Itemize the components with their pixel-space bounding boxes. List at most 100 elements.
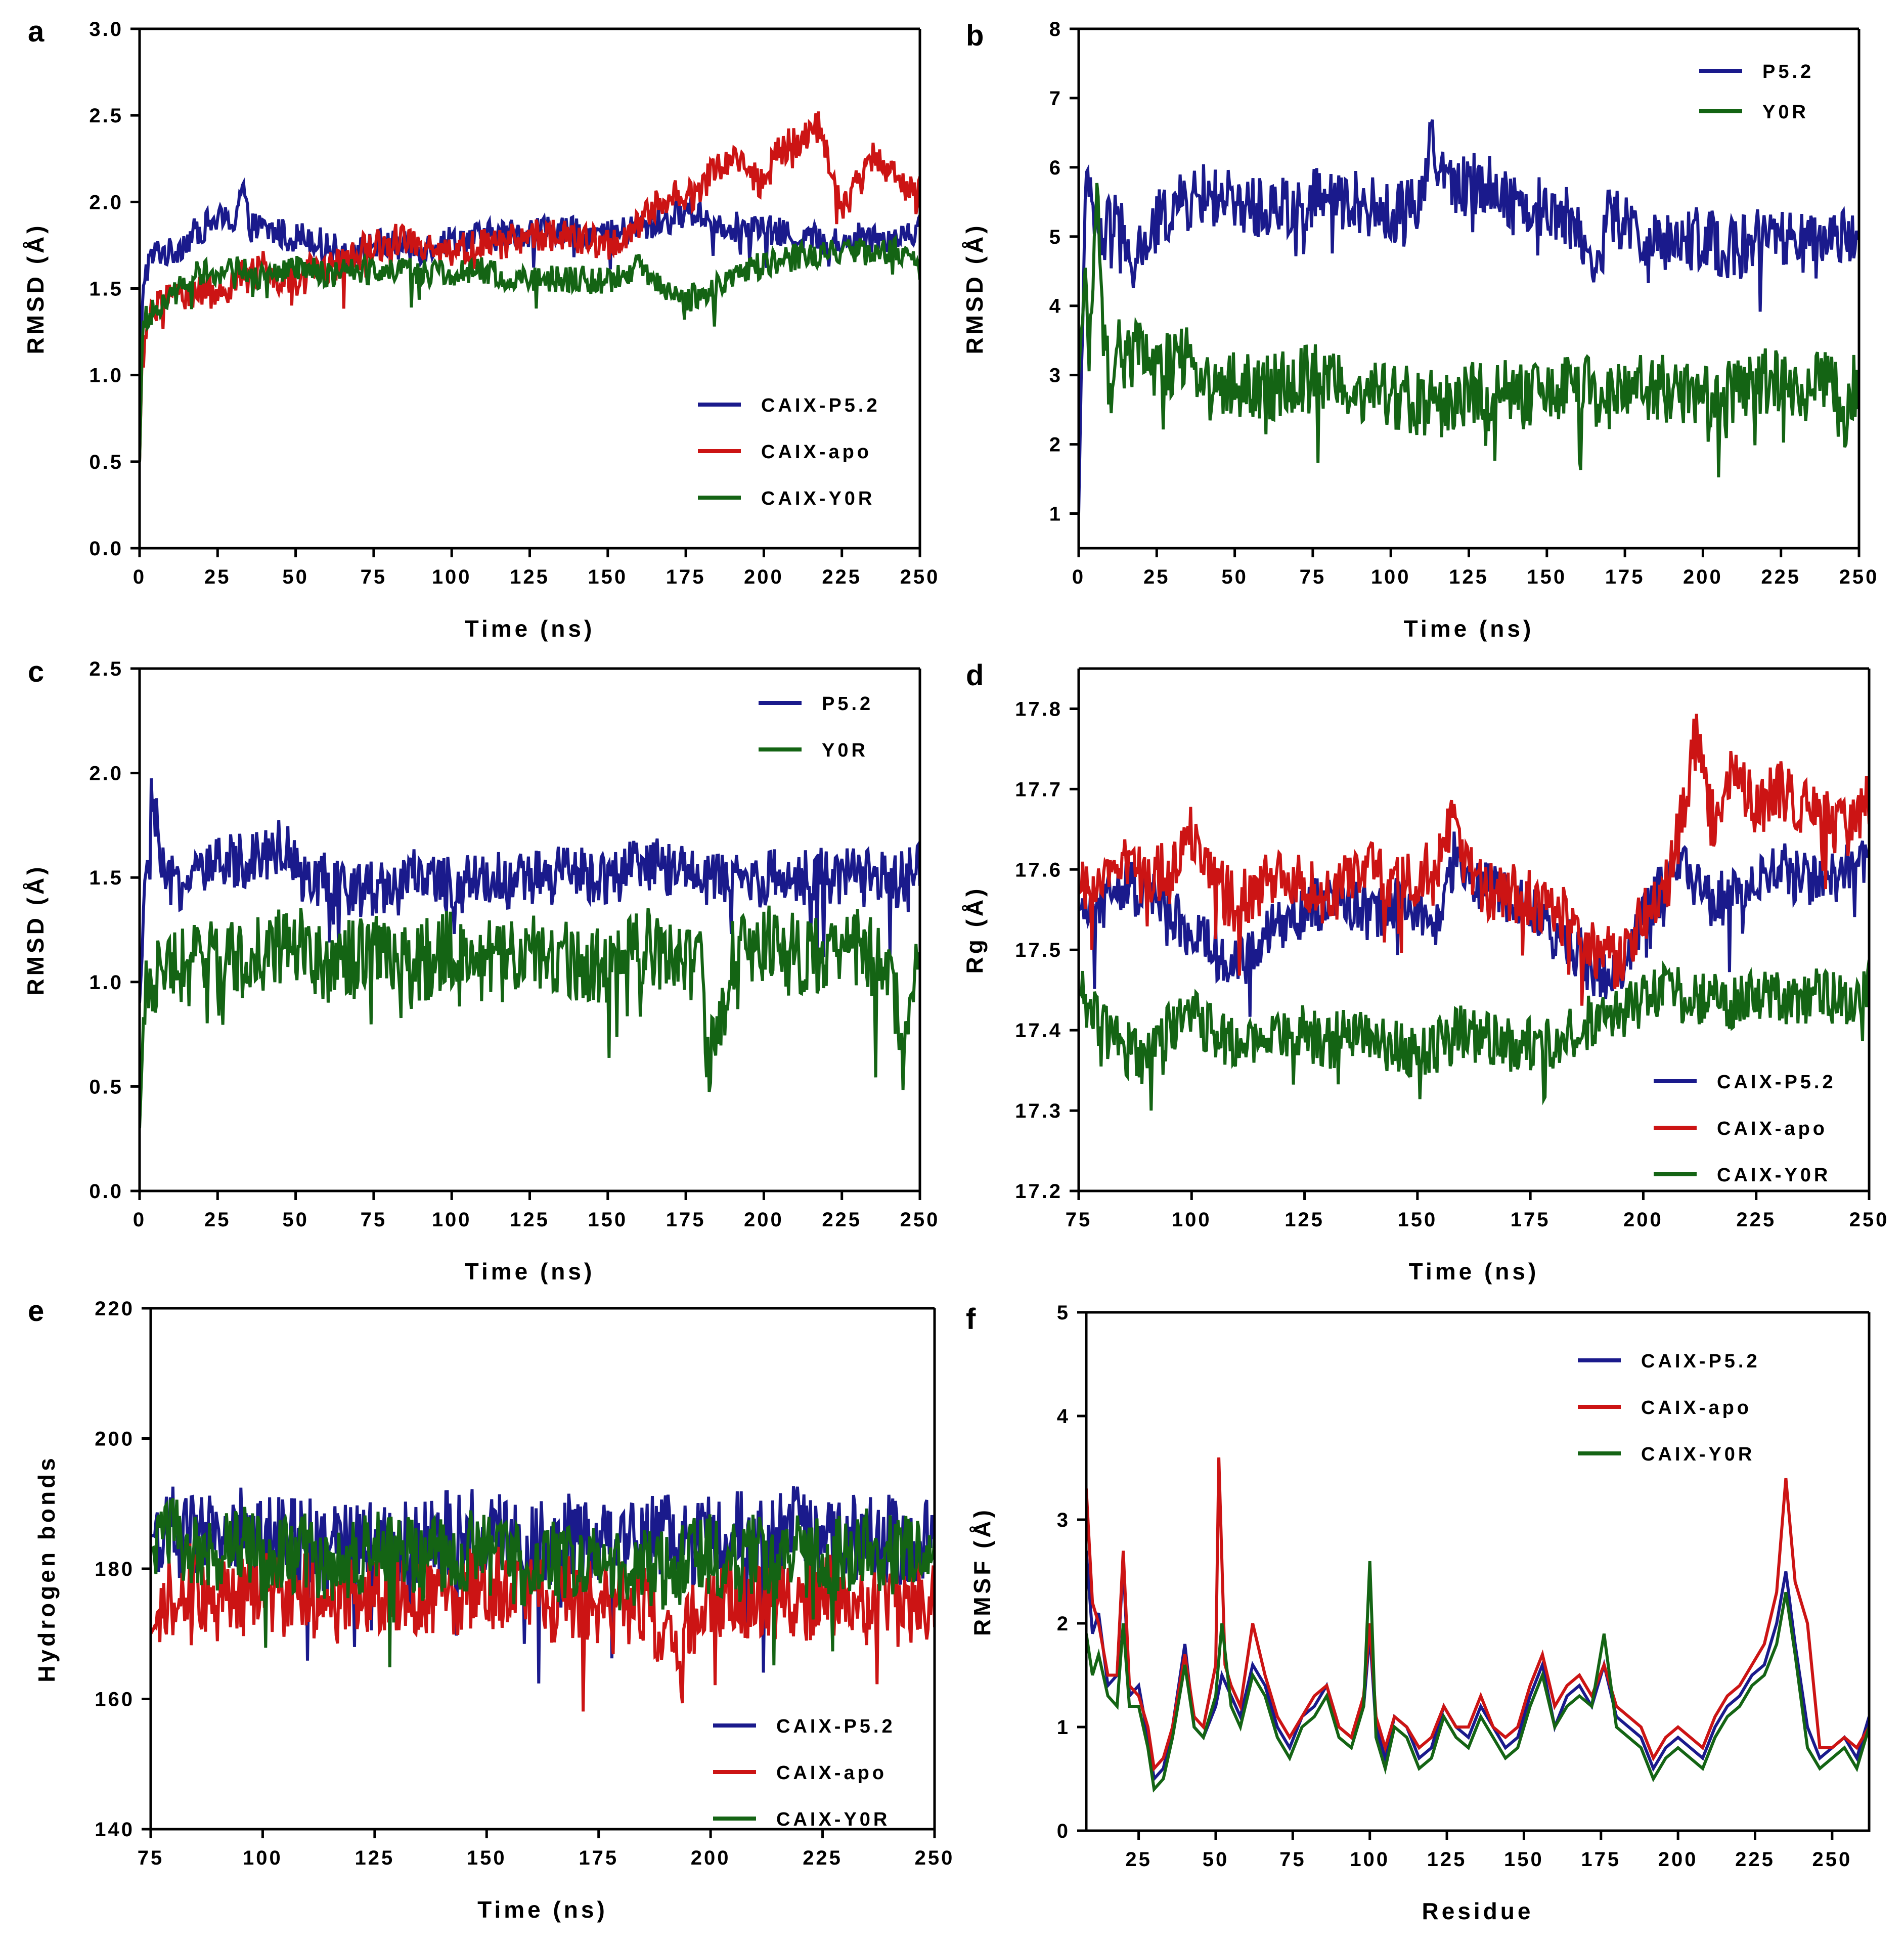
x-tick-label: 150 <box>588 566 628 588</box>
series-line <box>1086 1457 1869 1772</box>
x-tick-label: 200 <box>1623 1209 1663 1231</box>
series-line <box>1079 831 1869 1017</box>
x-tick-label: 250 <box>1849 1209 1889 1231</box>
legend-label: Y0R <box>1762 102 1809 123</box>
y-tick-label: 0 <box>1057 1820 1070 1842</box>
x-axis-title: Time (ns) <box>1409 1258 1539 1285</box>
y-tick-label: 7 <box>1049 87 1062 110</box>
x-axis-title: Time (ns) <box>465 1258 595 1285</box>
x-tick-label: 75 <box>1300 566 1326 588</box>
x-axis-title: Residue <box>1422 1898 1534 1924</box>
x-tick-label: 25 <box>204 566 231 588</box>
legend-label: CAIX-Y0R <box>776 1809 890 1830</box>
x-tick-label: 50 <box>1203 1848 1229 1871</box>
x-tick-label: 175 <box>666 566 706 588</box>
x-tick-label: 225 <box>1735 1848 1775 1871</box>
x-tick-label: 150 <box>1504 1848 1544 1871</box>
x-tick-label: 175 <box>666 1209 706 1231</box>
y-tick-label: 0.5 <box>89 1076 123 1098</box>
x-tick-label: 125 <box>355 1847 394 1869</box>
x-tick-label: 200 <box>744 566 784 588</box>
legend-label: CAIX-P5.2 <box>761 395 880 416</box>
x-tick-label: 25 <box>1143 566 1170 588</box>
x-tick-label: 250 <box>1812 1848 1852 1871</box>
legend-label: CAIX-Y0R <box>1717 1165 1831 1186</box>
y-tick-label: 5 <box>1057 1302 1070 1324</box>
y-tick-label: 17.7 <box>1015 778 1062 801</box>
x-axis-title: Time (ns) <box>1404 615 1534 642</box>
y-tick-label: 17.8 <box>1015 698 1062 720</box>
y-tick-label: 4 <box>1049 295 1062 318</box>
y-tick-label: 1.0 <box>89 365 123 387</box>
legend-label: CAIX-Y0R <box>1641 1444 1755 1465</box>
legend-label: CAIX-apo <box>1717 1118 1828 1139</box>
x-tick-label: 250 <box>900 566 940 588</box>
y-tick-label: 2.5 <box>89 105 123 127</box>
legend-label: CAIX-apo <box>1641 1397 1752 1419</box>
y-tick-label: 5 <box>1049 226 1062 248</box>
legend-label: CAIX-P5.2 <box>776 1716 896 1737</box>
y-tick-label: 2.0 <box>89 763 123 785</box>
chart-panel-a: a 0 25 50 75 100 125 150 175 200 225 250 0.0 0.5 1.0 1.… <box>22 15 940 642</box>
y-tick-label: 8 <box>1049 18 1062 40</box>
y-tick-label: 160 <box>95 1689 135 1711</box>
x-tick-label: 250 <box>900 1209 940 1231</box>
x-tick-label: 75 <box>1279 1848 1306 1871</box>
x-tick-label: 75 <box>361 566 387 588</box>
x-tick-label: 25 <box>204 1209 231 1231</box>
y-tick-label: 180 <box>95 1558 135 1580</box>
y-tick-label: 1.5 <box>89 278 123 300</box>
x-tick-label: 75 <box>1066 1209 1092 1231</box>
x-axis-title: Time (ns) <box>465 615 595 642</box>
x-tick-label: 100 <box>432 566 472 588</box>
y-tick-label: 17.2 <box>1015 1180 1062 1203</box>
y-tick-label: 17.3 <box>1015 1100 1062 1122</box>
chart-panel-d: d 75 100 125 150 175 200 225 250 17.2 17.3 17.4 17.5… <box>961 659 1889 1285</box>
x-tick-label: 225 <box>1761 566 1801 588</box>
x-tick-label: 125 <box>510 566 550 588</box>
panel-label: f <box>966 1303 976 1336</box>
y-axis-title: RMSD (Å) <box>961 223 988 354</box>
legend-label: CAIX-apo <box>761 441 872 463</box>
series-line <box>1079 183 1859 477</box>
panel-label: a <box>28 15 45 48</box>
series-line <box>140 177 920 462</box>
x-tick-label: 225 <box>822 566 862 588</box>
legend-label: CAIX-Y0R <box>761 488 875 509</box>
series-line <box>151 1498 935 1667</box>
x-tick-label: 150 <box>467 1847 507 1869</box>
y-tick-label: 2 <box>1049 434 1062 456</box>
y-tick-label: 220 <box>95 1298 135 1320</box>
x-tick-label: 0 <box>133 1209 146 1231</box>
y-axis-title: RMSD (Å) <box>22 864 49 995</box>
series-line <box>140 905 920 1129</box>
x-tick-label: 25 <box>1125 1848 1152 1871</box>
series-line <box>1079 714 1869 1006</box>
legend-label: P5.2 <box>822 693 873 715</box>
series-line <box>1079 119 1859 514</box>
y-tick-label: 0.5 <box>89 451 123 473</box>
x-tick-label: 175 <box>1605 566 1645 588</box>
x-tick-label: 75 <box>361 1209 387 1231</box>
x-tick-label: 100 <box>1350 1848 1390 1871</box>
y-axis-title: RMSD (Å) <box>22 223 49 354</box>
y-tick-label: 0.0 <box>89 1180 123 1203</box>
legend-label: CAIX-apo <box>776 1762 887 1784</box>
x-tick-label: 175 <box>579 1847 618 1869</box>
chart-panel-f: f 25 50 75 100 125 150 175 200 225 250 0 1 2 3 4 5 Residu… <box>966 1302 1871 1924</box>
x-tick-label: 50 <box>1221 566 1248 588</box>
x-tick-label: 75 <box>138 1847 164 1869</box>
chart-panel-e: e 75 100 125 150 175 200 225 250 140 160 180 200 220 T… <box>28 1295 952 1923</box>
panel-label: d <box>966 659 984 692</box>
y-tick-label: 2.5 <box>89 658 123 680</box>
series-line <box>140 234 920 462</box>
panel-label: c <box>28 655 44 688</box>
x-tick-label: 100 <box>1371 566 1411 588</box>
legend-label: P5.2 <box>1762 61 1814 82</box>
x-tick-label: 150 <box>1397 1209 1437 1231</box>
panel-label: b <box>966 19 984 52</box>
y-axis-title: Rg (Å) <box>961 886 988 974</box>
x-tick-label: 150 <box>588 1209 628 1231</box>
y-tick-label: 3 <box>1049 365 1062 387</box>
